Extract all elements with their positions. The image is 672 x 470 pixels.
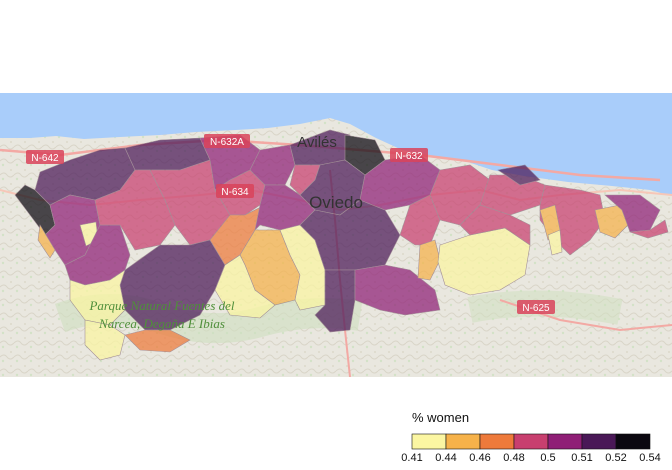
place-label-aviles: Avilés <box>297 134 337 151</box>
municipality <box>459 204 531 246</box>
place-label-oviedo: Oviedo <box>309 193 363 212</box>
road-shield-bg <box>204 134 250 148</box>
municipality <box>37 224 56 259</box>
municipality <box>214 254 276 319</box>
municipality <box>547 229 563 256</box>
road-shield-label: N-632 <box>395 151 423 162</box>
road-shield-label: N-625 <box>522 303 550 314</box>
park-label-line1: Parque Natural Fuentes del <box>88 298 234 313</box>
municipality <box>417 239 441 281</box>
municipality <box>497 164 541 186</box>
road-shield-n-632: N-632 <box>390 148 428 162</box>
road-shield-label: N-634 <box>221 187 249 198</box>
road-shield-n-634: N-634 <box>216 184 254 198</box>
road-shield-bg <box>390 148 428 162</box>
municipality <box>84 319 126 361</box>
road-shields: N-642 N-632A N-632 N-634 N-625 <box>26 134 555 314</box>
road-shield-label: N-632A <box>210 137 244 148</box>
road-shield-label: N-642 <box>31 153 59 164</box>
municipality <box>124 329 191 353</box>
road-shield-bg <box>517 300 555 314</box>
road-shield-bg <box>26 150 64 164</box>
road-shield-n-642: N-642 <box>26 150 64 164</box>
municipality <box>69 269 126 326</box>
road-shield-n-625: N-625 <box>517 300 555 314</box>
road-shield-n-632a: N-632A <box>204 134 250 148</box>
park-label-line2: Narcea, Degaña E Ibias <box>98 316 225 331</box>
municipality <box>594 204 629 239</box>
municipality-layer <box>14 129 669 361</box>
road-shield-bg <box>216 184 254 198</box>
municipality <box>629 219 669 239</box>
